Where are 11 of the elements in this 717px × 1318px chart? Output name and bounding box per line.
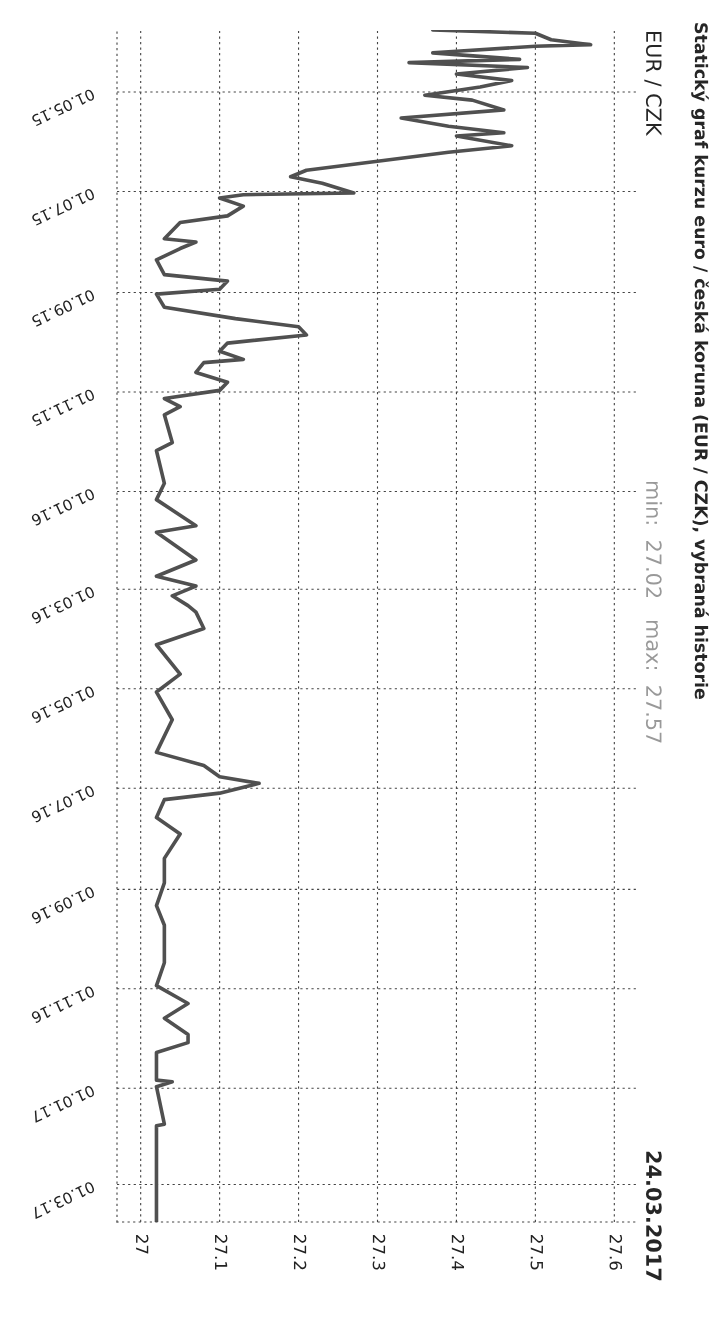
x-tick-label: 27 [136,1235,149,1254]
x-tick-label: 27.1 [215,1235,228,1270]
x-tick-label: 27.4 [451,1235,465,1270]
x-tick-label: 27.3 [372,1235,386,1270]
x-tick-label: 27.5 [530,1235,544,1270]
text: EUR / CZK [644,32,662,137]
x-tick-label: 27.2 [293,1235,307,1270]
text: 24.03.2017 [645,1151,662,1281]
text: Statický graf kurzu euro / česká koruna (EUR / CZK), vybraná historie [691,23,709,699]
x-tick-label: 27.6 [609,1235,623,1270]
text: min: 27.02 max: 27.57 [645,481,663,743]
